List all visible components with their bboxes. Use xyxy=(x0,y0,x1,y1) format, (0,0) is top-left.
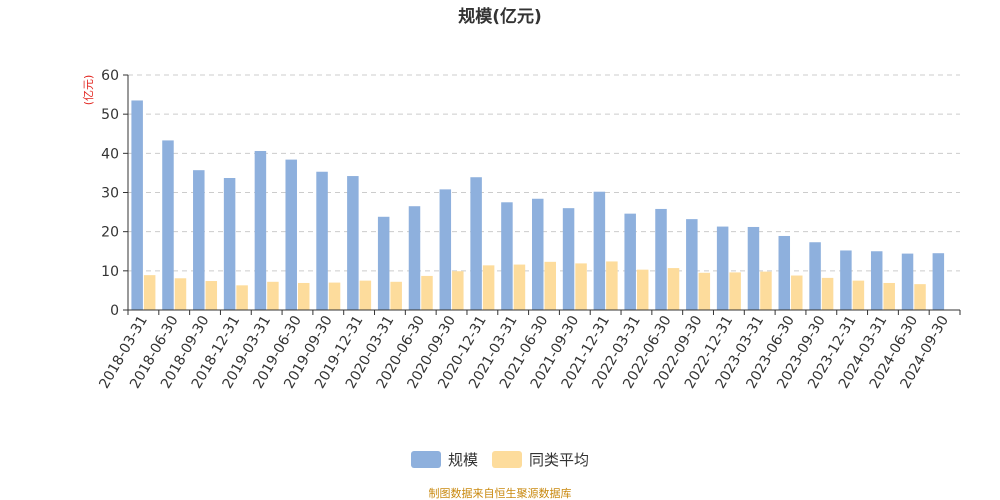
bar-scale-2021-12-31 xyxy=(593,191,606,310)
bar-peer-average-2022-06-30 xyxy=(667,268,680,310)
bar-peer-average-2022-03-31 xyxy=(636,269,649,310)
axes xyxy=(127,75,960,311)
bar-peer-average-2021-03-31 xyxy=(513,264,526,310)
x-tick-labels: 2018-03-312018-06-302018-09-302018-12-31… xyxy=(96,310,961,391)
bar-peer-average-2021-09-30 xyxy=(575,263,587,310)
bar-scale-2023-09-30 xyxy=(809,242,821,310)
bar-scale-2018-12-31 xyxy=(223,178,236,310)
y-tick-label-40: 40 xyxy=(101,146,119,162)
y-tick-label-20: 20 xyxy=(101,225,119,241)
bar-scale-2019-09-30 xyxy=(316,171,328,310)
bars xyxy=(131,100,945,310)
bar-scale-2020-03-31 xyxy=(377,216,390,310)
legend-swatch-scale[interactable] xyxy=(411,451,441,468)
bar-scale-2021-09-30 xyxy=(562,208,575,310)
bar-scale-2018-09-30 xyxy=(193,170,205,310)
legend[interactable]: 规模 同类平均 xyxy=(411,451,589,469)
bar-peer-average-2023-12-31 xyxy=(852,280,865,310)
bar-peer-average-2022-12-31 xyxy=(729,272,741,310)
legend-label-peer-average[interactable]: 同类平均 xyxy=(529,451,589,469)
chart-title: 规模(亿元) xyxy=(458,6,542,27)
bar-scale-2024-09-30 xyxy=(932,253,945,310)
y-axis-unit: (亿元) xyxy=(82,75,95,106)
bar-scale-2019-12-31 xyxy=(347,176,359,310)
bar-peer-average-2019-06-30 xyxy=(297,282,310,310)
bar-scale-2022-12-31 xyxy=(716,226,729,310)
y-tick-label-10: 10 xyxy=(101,264,119,280)
bar-scale-2020-09-30 xyxy=(439,189,452,310)
bar-peer-average-2018-09-30 xyxy=(205,281,218,310)
bar-scale-2022-06-30 xyxy=(655,208,667,310)
bar-scale-2019-06-30 xyxy=(285,159,297,310)
bar-scale-2023-12-31 xyxy=(840,250,852,310)
bar-scale-2020-12-31 xyxy=(470,177,482,310)
bar-scale-2018-06-30 xyxy=(162,140,174,310)
data-source-note: 制图数据来自恒生聚源数据库 xyxy=(429,486,572,500)
bar-scale-2023-03-31 xyxy=(747,226,760,310)
bar-scale-2024-03-31 xyxy=(870,251,883,310)
bar-peer-average-2023-09-30 xyxy=(821,277,834,310)
y-tick-label-60: 60 xyxy=(101,68,119,84)
bar-scale-2024-06-30 xyxy=(901,253,914,310)
y-tick-labels: 0 10 20 30 40 50 60 xyxy=(101,68,119,319)
bar-peer-average-2022-09-30 xyxy=(698,272,711,310)
bar-scale-2022-03-31 xyxy=(624,213,636,310)
legend-swatch-peer-average[interactable] xyxy=(492,451,522,468)
bar-peer-average-2020-12-31 xyxy=(482,265,495,310)
y-tick-label-30: 30 xyxy=(101,186,119,202)
bar-peer-average-2020-06-30 xyxy=(421,275,433,310)
bar-peer-average-2024-06-30 xyxy=(914,284,926,310)
bar-peer-average-2024-03-31 xyxy=(883,282,895,310)
bar-peer-average-2020-09-30 xyxy=(452,271,464,310)
bar-peer-average-2023-03-31 xyxy=(760,271,772,310)
bar-peer-average-2021-06-30 xyxy=(544,261,556,310)
y-tick-label-0: 0 xyxy=(110,303,119,319)
bar-scale-2018-03-31 xyxy=(131,100,143,310)
bar-peer-average-2019-03-31 xyxy=(267,281,279,310)
bar-peer-average-2020-03-31 xyxy=(390,281,402,310)
bar-scale-2023-06-30 xyxy=(778,235,791,310)
y-tick-label-50: 50 xyxy=(101,107,119,123)
bar-peer-average-2021-12-31 xyxy=(606,261,618,310)
grid-lines xyxy=(123,74,960,311)
bar-scale-2022-09-30 xyxy=(686,219,698,310)
bar-peer-average-2018-03-31 xyxy=(143,275,156,310)
bar-scale-2019-03-31 xyxy=(254,150,267,310)
bar-peer-average-2019-09-30 xyxy=(328,282,341,310)
bar-scale-2021-06-30 xyxy=(532,198,544,310)
bar-peer-average-2023-06-30 xyxy=(791,275,803,310)
bar-peer-average-2019-12-31 xyxy=(359,280,372,310)
bar-peer-average-2018-06-30 xyxy=(174,278,187,310)
legend-label-scale[interactable]: 规模 xyxy=(448,451,478,469)
bar-peer-average-2018-12-31 xyxy=(236,285,248,310)
bar-scale-2020-06-30 xyxy=(408,206,421,310)
bar-scale-2021-03-31 xyxy=(501,202,513,310)
